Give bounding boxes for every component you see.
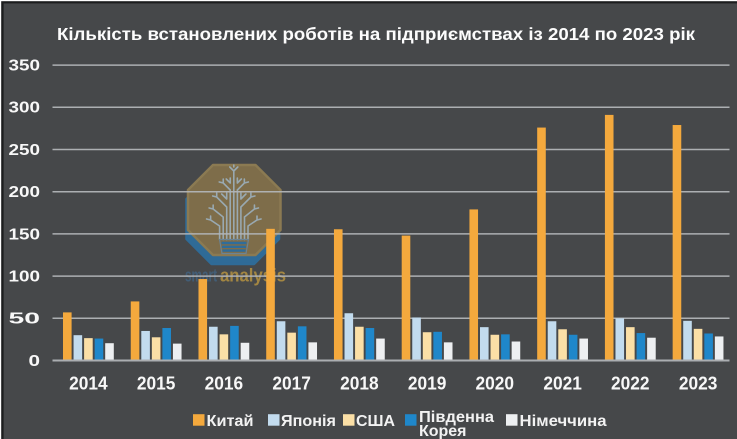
svg-text:Японія: Японія bbox=[281, 413, 336, 430]
svg-text:2022: 2022 bbox=[611, 373, 650, 393]
svg-text:300: 300 bbox=[9, 100, 41, 117]
svg-text:2014: 2014 bbox=[69, 373, 108, 393]
svg-text:Корея: Корея bbox=[419, 423, 467, 439]
svg-text:Китай: Китай bbox=[207, 413, 254, 430]
svg-text:350: 350 bbox=[9, 58, 41, 75]
svg-text:2023: 2023 bbox=[679, 373, 718, 393]
svg-text:0: 0 bbox=[29, 353, 41, 370]
svg-text:2019: 2019 bbox=[408, 373, 447, 393]
svg-text:2020: 2020 bbox=[476, 373, 515, 393]
svg-text:2016: 2016 bbox=[205, 373, 244, 393]
svg-text:2017: 2017 bbox=[272, 373, 311, 393]
svg-text:200: 200 bbox=[9, 184, 41, 201]
svg-text:2018: 2018 bbox=[340, 373, 379, 393]
svg-text:Кількість встановлених роботів: Кількість встановлених роботів на підпри… bbox=[57, 24, 695, 44]
svg-text:100: 100 bbox=[9, 269, 41, 286]
svg-text:Південна: Південна bbox=[419, 409, 494, 426]
svg-text:2015: 2015 bbox=[137, 373, 176, 393]
svg-text:150: 150 bbox=[9, 226, 41, 243]
svg-text:Німеччина: Німеччина bbox=[520, 413, 607, 430]
svg-text:США: США bbox=[356, 413, 395, 430]
svg-text:250: 250 bbox=[9, 142, 41, 159]
svg-text:50: 50 bbox=[9, 311, 41, 328]
svg-text:2021: 2021 bbox=[543, 373, 582, 393]
